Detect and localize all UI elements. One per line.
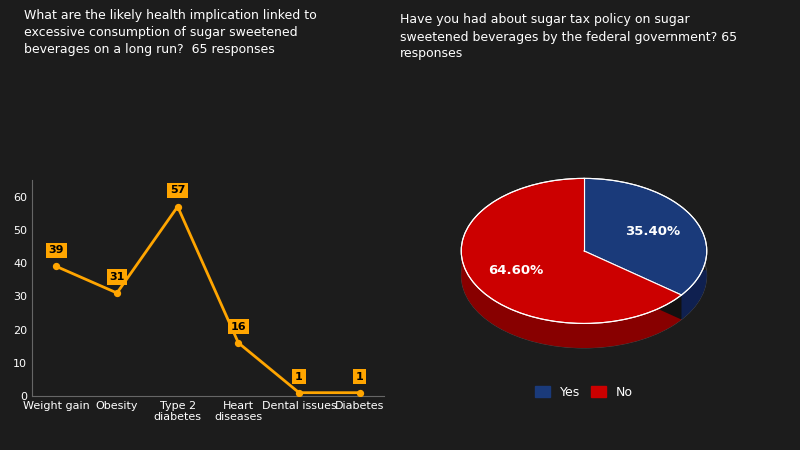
Text: 1: 1	[295, 372, 303, 382]
Ellipse shape	[462, 203, 706, 348]
Point	[354, 389, 366, 396]
Point	[171, 203, 184, 210]
Polygon shape	[462, 178, 682, 324]
Point	[232, 339, 245, 346]
Text: 39: 39	[49, 245, 64, 255]
Legend: Yes, No: Yes, No	[530, 381, 638, 404]
Text: 1: 1	[356, 372, 363, 382]
Polygon shape	[584, 178, 706, 295]
Polygon shape	[584, 246, 706, 320]
Text: What are the likely health implication linked to
excessive consumption of sugar : What are the likely health implication l…	[24, 9, 317, 56]
Text: 16: 16	[230, 322, 246, 332]
Text: 31: 31	[110, 272, 125, 282]
Point	[293, 389, 306, 396]
Text: 64.60%: 64.60%	[488, 264, 543, 277]
Point	[50, 263, 62, 270]
Polygon shape	[462, 247, 682, 348]
Text: 57: 57	[170, 185, 186, 195]
Text: 35.40%: 35.40%	[625, 225, 680, 238]
Text: Have you had about sugar tax policy on sugar
sweetened beverages by the federal : Have you had about sugar tax policy on s…	[400, 14, 737, 60]
Point	[110, 289, 123, 297]
